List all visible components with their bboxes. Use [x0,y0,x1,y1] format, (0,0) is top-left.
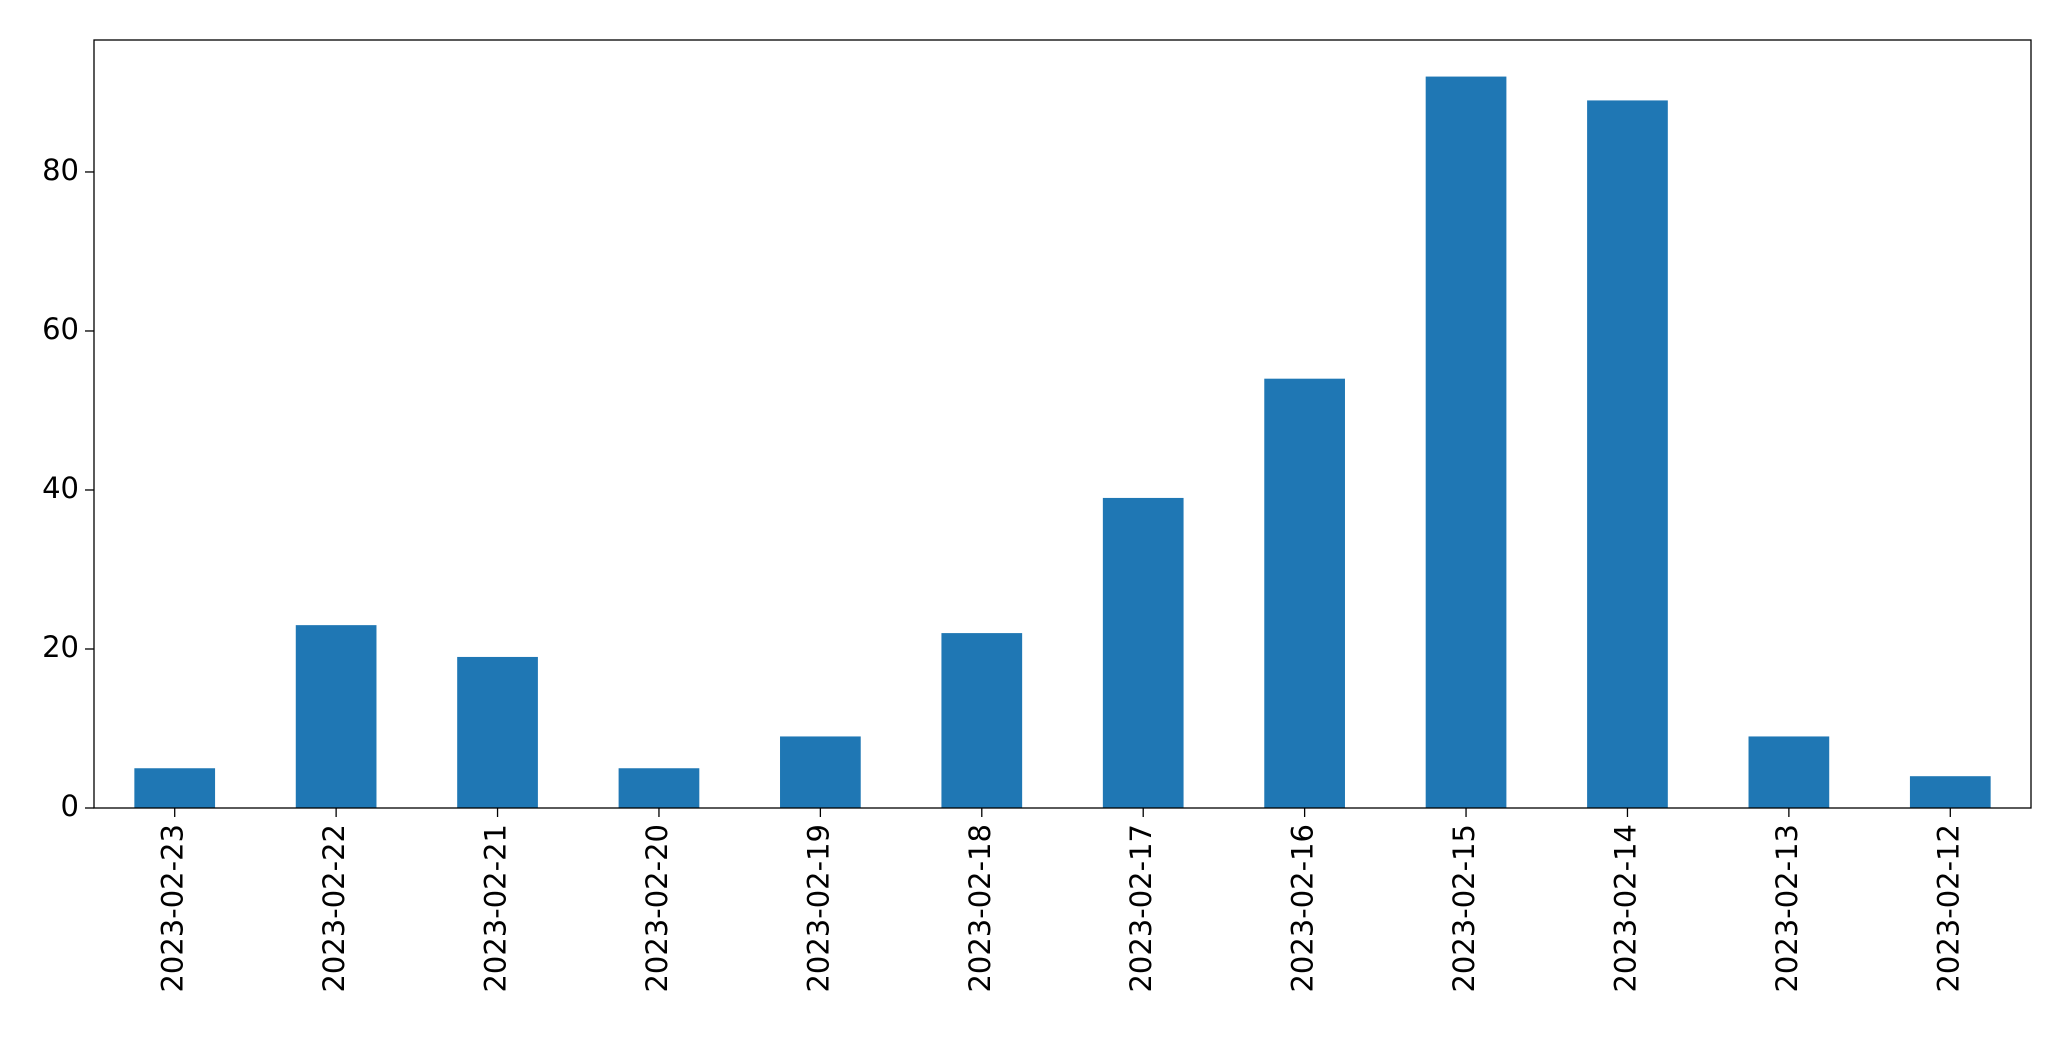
plot-frame [93,39,2032,809]
bar [780,736,861,808]
bar [1909,776,1991,808]
bar [1425,76,1507,809]
y-tick-label: 0 [61,789,79,823]
x-tick-label: 2023-02-20 [640,824,674,993]
bar [1264,378,1345,808]
y-tick-label: 60 [42,312,79,346]
x-tick-label: 2023-02-14 [1608,824,1642,993]
y-tick-label: 40 [42,471,79,505]
x-tick-label: 2023-02-21 [479,824,513,993]
x-tick-label: 2023-02-15 [1447,824,1481,993]
x-tick-label: 2023-02-22 [317,824,351,993]
bar [134,768,216,808]
bar [457,656,538,808]
x-tick-label: 2023-02-16 [1286,824,1320,993]
x-tick-label: 2023-02-17 [1124,824,1158,993]
x-tick-label: 2023-02-19 [801,824,835,993]
x-tick-label: 2023-02-18 [963,824,997,993]
bar [1587,100,1668,808]
x-tick-label: 2023-02-13 [1770,824,1804,993]
bar [295,625,377,808]
y-tick-label: 20 [42,630,79,664]
bar [1748,736,1830,808]
x-tick-label: 2023-02-12 [1931,824,1965,993]
bar [941,633,1023,808]
bar [618,768,700,808]
y-tick-label: 80 [42,153,79,187]
bar [1102,497,1184,808]
x-tick-label: 2023-02-23 [156,824,190,993]
